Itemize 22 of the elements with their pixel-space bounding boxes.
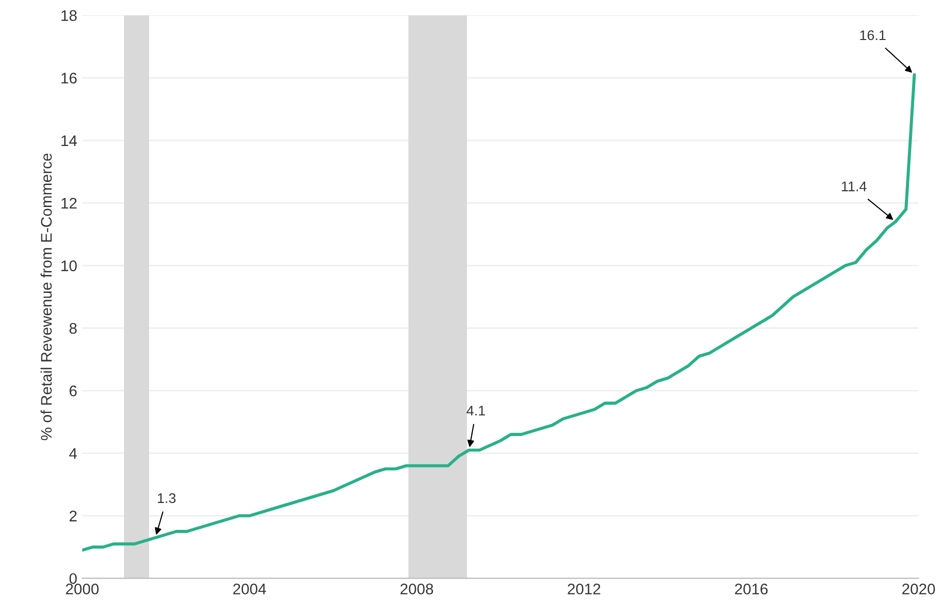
- annotation: 4.1: [466, 406, 485, 416]
- x-tick-label: 2008: [400, 584, 434, 594]
- x-tick-label: 2004: [233, 584, 266, 594]
- annotation: 1.3: [158, 493, 176, 504]
- y-tick-label: 6: [70, 386, 77, 396]
- y-tick-label: 16: [62, 72, 77, 84]
- line-series: [82, 73, 916, 552]
- annotation: 16.1: [860, 30, 886, 40]
- x-tick-label: 2020: [902, 584, 935, 594]
- y-tick-label: 2: [70, 510, 77, 522]
- y-tick-label: 14: [62, 135, 77, 146]
- y-tick-label: 0: [69, 573, 77, 584]
- annotation: 11.4: [842, 182, 866, 192]
- y-tick-label: 4: [69, 448, 77, 459]
- x-tick-label: 2016: [735, 584, 768, 594]
- y-tick-label: 8: [70, 322, 77, 334]
- x-tick-label: 2012: [568, 584, 600, 594]
- y-tick-label: 18: [62, 10, 77, 21]
- y-axis-title: % of Retail Revewenue from E-Commerce: [40, 154, 52, 440]
- y-tick-label: 12: [62, 198, 77, 209]
- x-tick-label: 2000: [66, 584, 99, 594]
- y-tick-label: 10: [62, 260, 77, 272]
